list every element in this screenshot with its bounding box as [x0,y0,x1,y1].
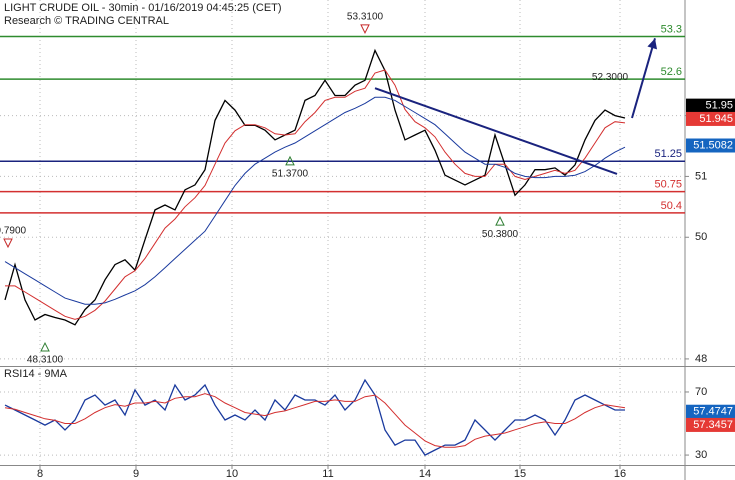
arrow-head [647,38,658,50]
level-label: 53.3 [661,23,682,35]
price-tag-label: 57.4747 [693,406,733,418]
pivot-label: 50.3800 [482,229,519,240]
series-line [4,393,626,448]
x-tick-label: 10 [226,468,238,480]
price-tag [686,417,735,432]
x-tick-label: 9 [133,468,139,480]
y-tick-label: 30 [695,449,707,461]
pivot-marker [495,216,505,226]
rsi-title: RSI14 - 9MA [4,368,68,380]
trendline [374,87,618,175]
series-line [4,48,626,326]
chart-title: LIGHT CRUDE OIL - 30min - 01/16/2019 04:… [4,2,282,14]
price-tag [686,111,735,126]
series-line [4,378,625,456]
x-tick-label: 14 [419,468,431,480]
y-tick-label: 70 [695,386,707,398]
level-label: 50.4 [661,200,682,212]
y-tick-label: 51 [695,170,707,182]
pivot-marker [40,341,50,352]
price-tag-label: 51.5082 [693,139,733,151]
pivot-label: 52.3000 [592,72,629,83]
pivot-marker [285,155,295,166]
price-tag-label: 57.3457 [693,419,733,431]
price-tag [686,404,735,419]
x-tick-label: 15 [514,468,526,480]
y-tick-label: 48 [695,353,707,365]
pivot-label: 49.7900 [0,226,27,237]
chart-subtitle: Research © TRADING CENTRAL [4,15,169,27]
level-label: 52.6 [661,66,682,78]
y-tick-label: 50 [695,231,707,243]
pivot-marker [360,24,370,35]
level-label: 50.75 [654,179,682,191]
price-tag-label: 51.95 [705,100,733,112]
pivot-label: 48.3100 [27,355,64,366]
level-label: 51.25 [654,148,682,160]
pivot-label: 53.3100 [347,12,384,23]
price-tag [686,98,735,113]
pivot-label: 51.3700 [272,169,309,180]
pivot-marker [3,238,13,249]
series-line [4,96,626,305]
x-tick-label: 8 [37,468,43,480]
arrow [631,38,656,119]
x-tick-label: 11 [322,468,333,480]
price-tag [686,138,735,153]
series-line [5,69,626,320]
price-tag-label: 51.945 [699,113,733,125]
x-tick-label: 16 [614,468,626,480]
